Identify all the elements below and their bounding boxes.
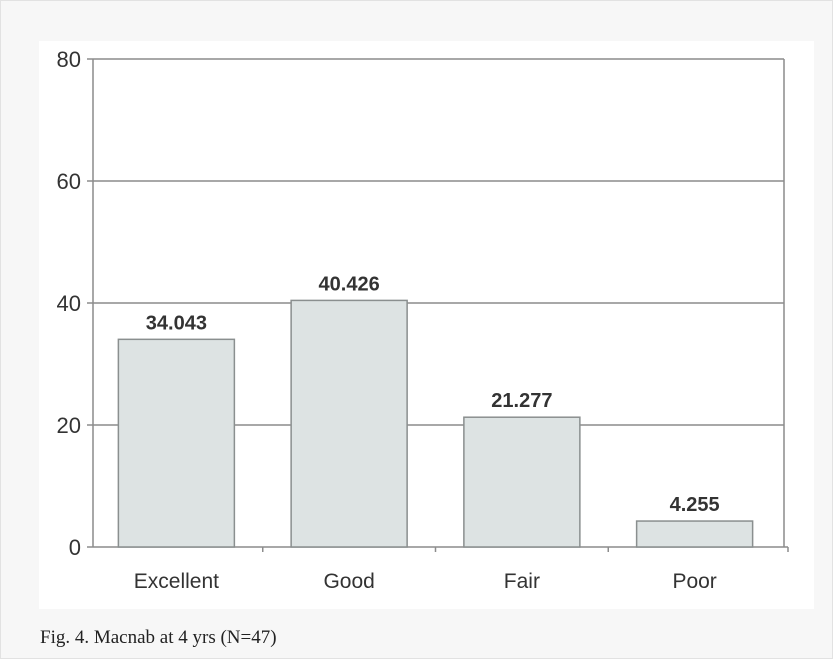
y-tick-label: 20 — [57, 413, 81, 438]
data-label-excellent: 34.043 — [146, 312, 207, 334]
bar-good — [290, 299, 408, 548]
bar-poor — [635, 520, 754, 548]
x-tick-label-excellent: Excellent — [134, 570, 219, 593]
figure-caption: Fig. 4. Macnab at 4 yrs (N=47) — [40, 627, 277, 648]
x-tick-label-fair: Fair — [504, 570, 540, 593]
x-tick-label-poor: Poor — [672, 570, 716, 593]
data-label-fair: 21.277 — [491, 390, 552, 412]
y-tick-label: 60 — [57, 169, 81, 194]
chart-panel: 0 20 40 60 80 34.043 Excellent 40.426 Good 21.277… — [39, 41, 814, 609]
bar-fair — [463, 416, 581, 548]
y-tick-label: 0 — [69, 535, 81, 560]
bar-chart: 0 20 40 60 80 34.043 Excellent 40.426 Good 21.277… — [57, 47, 789, 593]
y-tick-label: 40 — [57, 291, 81, 316]
x-tick-label-good: Good — [323, 570, 374, 593]
data-label-good: 40.426 — [319, 273, 380, 295]
bar-excellent — [117, 338, 236, 548]
y-tick-label: 80 — [57, 47, 81, 72]
data-label-poor: 4.255 — [670, 494, 720, 516]
